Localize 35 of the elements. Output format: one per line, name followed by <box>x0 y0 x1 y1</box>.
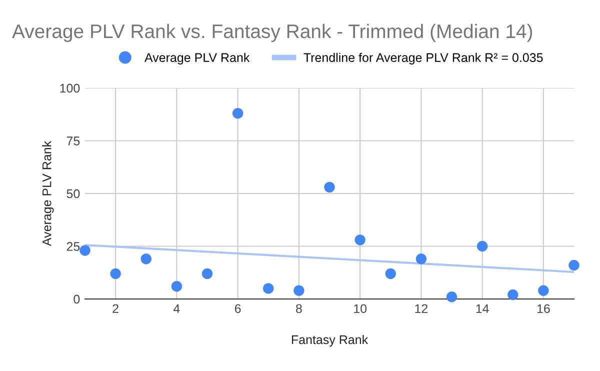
x-tick-label: 10 <box>354 304 367 314</box>
x-tick-label: 6 <box>234 304 241 314</box>
point <box>416 254 427 264</box>
point <box>294 285 304 296</box>
point <box>446 292 458 302</box>
y-tick-label: 25 <box>66 242 80 251</box>
point <box>385 268 396 280</box>
point <box>538 285 549 296</box>
x-tick-label: 2 <box>112 304 118 313</box>
point <box>232 108 244 119</box>
point <box>263 283 274 294</box>
legend-label: Average PLV Rank <box>144 52 250 64</box>
x-tick-label: 14 <box>476 304 489 313</box>
point <box>110 268 121 280</box>
y-tick-label: 75 <box>66 136 80 146</box>
y-tick-label: 0 <box>74 294 80 304</box>
x-tick-label: 8 <box>296 304 302 314</box>
y-tick-label: 50 <box>66 189 80 198</box>
x-tick-label: 12 <box>415 304 428 313</box>
y-axis-title: Average PLV Rank <box>42 140 54 246</box>
point <box>508 289 518 300</box>
legend-label: Trendline for Average PLV Rank R² = 0.035 <box>304 52 543 64</box>
x-tick-label: 4 <box>174 304 180 313</box>
point <box>354 234 366 246</box>
point <box>476 240 488 252</box>
x-tick-label: 16 <box>537 304 550 314</box>
point <box>324 182 335 193</box>
point <box>80 245 90 256</box>
y-tick-label: 100 <box>60 84 80 93</box>
point <box>140 254 152 264</box>
point <box>568 260 580 271</box>
point <box>171 280 182 292</box>
chart-title: Average PLV Rank vs. Fantasy Rank - Trimmed (Median 14) <box>12 24 532 42</box>
x-axis-title: Fantasy Rank <box>292 334 368 347</box>
point <box>202 268 213 280</box>
